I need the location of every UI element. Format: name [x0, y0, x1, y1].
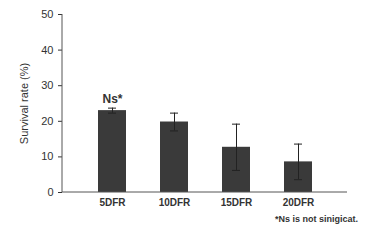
svg-text:20: 20: [41, 115, 53, 127]
svg-text:50: 50: [41, 8, 53, 20]
svg-text:20DFR: 20DFR: [283, 197, 315, 208]
svg-text:Survival rate (%): Survival rate (%): [18, 63, 30, 144]
svg-text:40: 40: [41, 44, 53, 56]
svg-text:5DFR: 5DFR: [99, 197, 126, 208]
svg-text:15DFR: 15DFR: [221, 197, 253, 208]
svg-text:10: 10: [41, 150, 53, 162]
svg-text:10DFR: 10DFR: [159, 197, 191, 208]
html-text:*Ns is not sinigicat.: *Ns is not sinigicat.: [275, 214, 358, 224]
svg-text:0: 0: [47, 186, 53, 198]
svg-text:Ns*: Ns*: [102, 92, 122, 106]
svg-text:30: 30: [41, 79, 53, 91]
